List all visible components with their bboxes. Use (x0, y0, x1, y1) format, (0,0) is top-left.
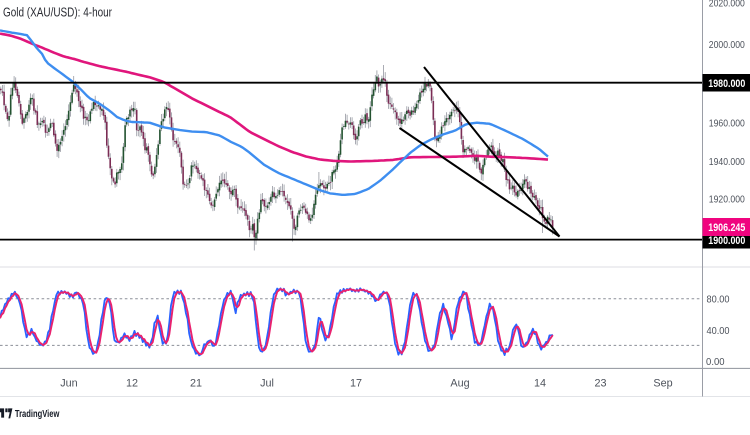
svg-text:1900.000: 1900.000 (708, 235, 745, 247)
svg-text:2020.000: 2020.000 (709, 0, 745, 10)
svg-text:TradingView: TradingView (15, 409, 60, 420)
svg-text:Gold (XAU/USD): 4-hour: Gold (XAU/USD): 4-hour (3, 4, 112, 19)
svg-text:1920.000: 1920.000 (709, 195, 745, 206)
svg-text:2000.000: 2000.000 (709, 40, 745, 51)
svg-text:21: 21 (190, 378, 202, 390)
svg-text:Aug: Aug (450, 378, 469, 390)
svg-text:80.00: 80.00 (707, 295, 730, 306)
svg-text:1980.000: 1980.000 (708, 78, 745, 90)
svg-text:0.00: 0.00 (706, 357, 725, 368)
svg-text:12: 12 (126, 378, 138, 390)
svg-text:1940.000: 1940.000 (709, 157, 745, 168)
svg-text:17: 17 (350, 378, 362, 390)
svg-text:1960.000: 1960.000 (709, 118, 745, 129)
svg-text:Jun: Jun (60, 378, 77, 390)
svg-text:Sep: Sep (653, 378, 672, 390)
svg-text:14: 14 (534, 378, 546, 390)
svg-text:40.00: 40.00 (707, 326, 730, 337)
svg-text:1906.245: 1906.245 (708, 222, 745, 234)
svg-text:Jul: Jul (260, 378, 274, 390)
svg-text:23: 23 (594, 378, 606, 390)
